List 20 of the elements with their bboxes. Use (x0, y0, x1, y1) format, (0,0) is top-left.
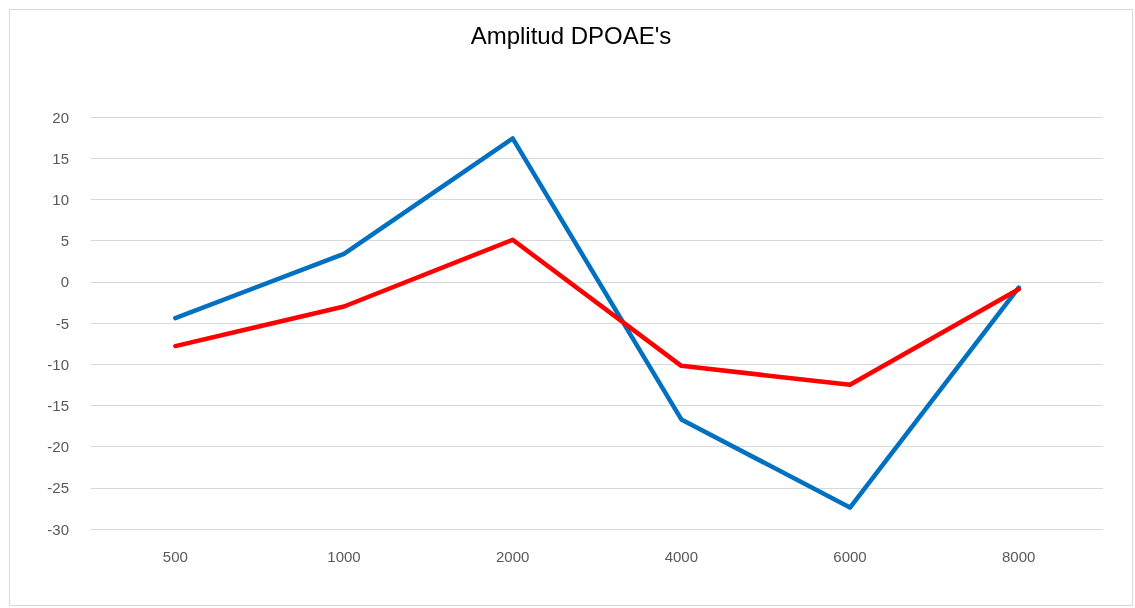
line-series (173, 237, 1021, 388)
y-tick-label: 15 (52, 149, 69, 167)
y-tick-label: -20 (47, 438, 69, 456)
y-tick-label: 10 (52, 190, 69, 208)
y-tick-label: -5 (55, 314, 69, 332)
x-tick-label: 6000 (833, 548, 867, 565)
y-tick-label: -10 (47, 355, 69, 373)
x-tick-label: 1000 (327, 548, 361, 565)
y-tick-label: 20 (52, 108, 69, 126)
line-series (173, 136, 1021, 510)
y-tick-label: -30 (47, 520, 69, 538)
chart-title: Amplitud DPOAE's (470, 21, 672, 49)
y-tick-label: 0 (60, 273, 69, 291)
y-tick-label: 5 (60, 232, 69, 250)
y-tick-label: -15 (47, 396, 69, 414)
x-tick-label: 2000 (495, 548, 530, 565)
y-tick-label: -25 (47, 479, 69, 497)
x-tick-label: 500 (162, 548, 188, 565)
x-tick-label: 8000 (1001, 548, 1036, 565)
x-tick-label: 4000 (664, 548, 699, 565)
